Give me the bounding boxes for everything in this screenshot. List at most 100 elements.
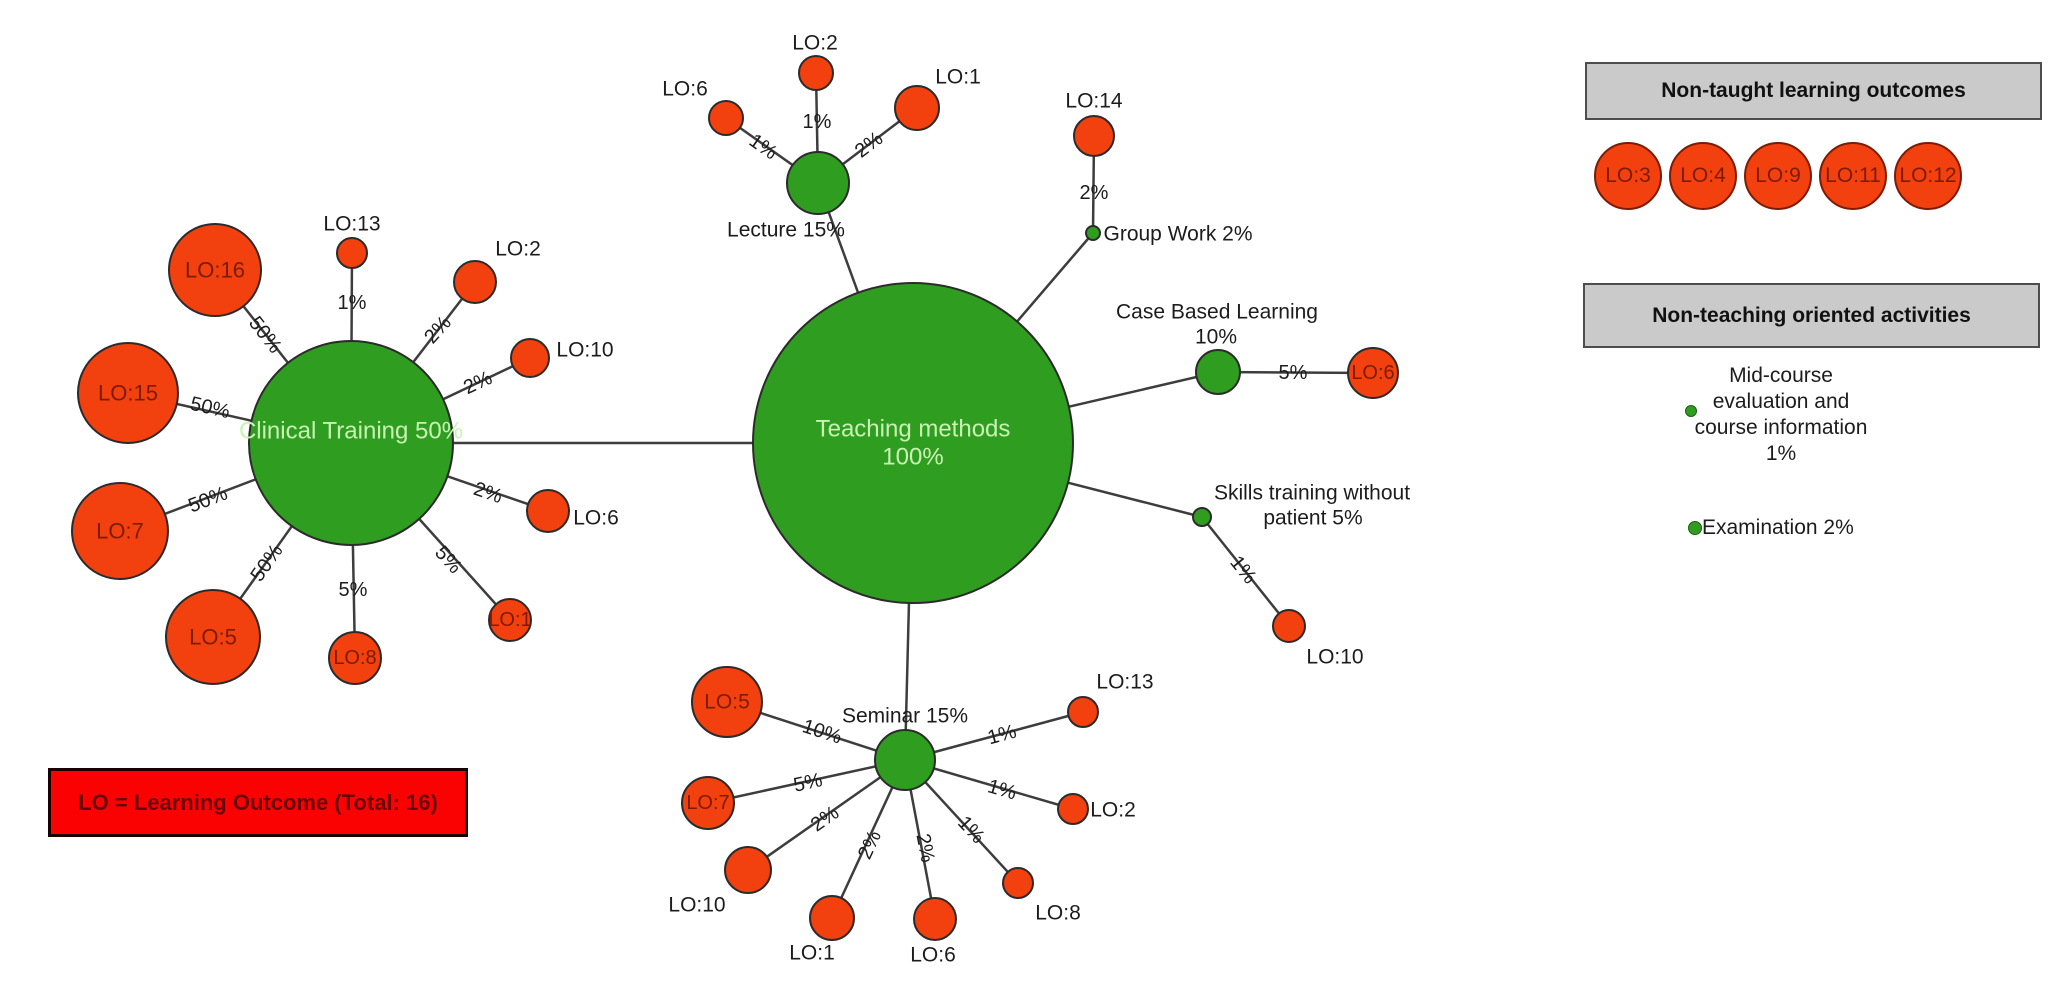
node-clinical-lo15 (77, 342, 179, 444)
clinical-lo2-label: LO:2 (495, 238, 541, 261)
node-seminar (874, 729, 936, 791)
node-skills-lo10 (1272, 609, 1306, 643)
node-label-clinical-lo16: LO:16 (185, 258, 245, 283)
non-taught-lo-circle: LO:4 (1669, 142, 1737, 210)
clinical-lo13-label: LO:13 (323, 213, 380, 236)
edge-label-clinical-lo13: 1% (338, 292, 367, 314)
clinical-lo6-label: LO:6 (573, 507, 619, 530)
edge-seminar-lo10 (747, 758, 906, 872)
lecture-lo6-label: LO:6 (662, 78, 708, 101)
node-label-clinical-lo15: LO:15 (98, 381, 158, 406)
node-teaching-methods (752, 282, 1074, 604)
non-taught-outcomes-row: LO:3 LO:4 LO:9 LO:11 LO:12 (1594, 142, 1962, 210)
node-clinical-lo8 (328, 631, 382, 685)
node-label-clinical-lo5: LO:5 (189, 625, 237, 650)
node-skills-training-dot (1192, 507, 1212, 527)
lecture-title: Lecture 15% (727, 219, 845, 242)
cbl-title-line1: Case Based Learning (1116, 301, 1318, 324)
edge-label-groupwork-lo14: 2% (1080, 182, 1109, 204)
groupwork-title: Group Work 2% (1104, 223, 1253, 246)
edge-label-cbl-lo6: 5% (1279, 362, 1308, 384)
lecture-lo2-label: LO:2 (792, 32, 838, 55)
edge-label-seminar-lo5: 10% (800, 715, 845, 748)
edge-label-clinical-lo5: 50% (247, 540, 288, 586)
lecture-lo1-label: LO:1 (935, 66, 981, 89)
edge-label-clinical-lo6: 2% (471, 478, 506, 508)
node-seminar-lo8 (1002, 867, 1034, 899)
node-clinical-lo7 (71, 482, 169, 580)
node-lecture-lo1 (894, 85, 940, 131)
edge-label-seminar-lo2: 1% (985, 775, 1019, 804)
edge-label-clinical-lo10: 2% (460, 367, 496, 399)
note-box: LO = Learning Outcome (Total: 16) (48, 768, 468, 837)
edge-label-clinical-lo2: 2% (420, 312, 456, 348)
skills-title-line2: patient 5% (1263, 507, 1362, 530)
node-clinical-lo6 (526, 489, 570, 533)
edge-label-seminar-lo7: 5% (792, 769, 825, 797)
edge-label-seminar-lo6: 2% (911, 832, 938, 865)
node-label-teaching-methods: 100% (882, 443, 943, 470)
clinical-lo10-label: LO:10 (556, 339, 613, 362)
legend-header-non-taught: Non-taught learning outcomes (1585, 62, 2042, 120)
node-seminar-lo5 (691, 666, 763, 738)
examination-label: Examination 2% (1702, 516, 1854, 539)
node-lecture (786, 151, 850, 215)
node-clinical-lo5 (165, 589, 261, 685)
node-label-seminar-lo7: LO:7 (686, 792, 729, 814)
node-lecture-lo2 (798, 55, 834, 91)
non-taught-lo-circle: LO:9 (1744, 142, 1812, 210)
edge-seminar-lo7 (707, 758, 906, 805)
non-taught-lo-circle: LO:11 (1819, 142, 1887, 210)
node-label-clinical-training: Clinical Training 50% (239, 418, 463, 445)
node-seminar-lo10 (724, 846, 772, 894)
node-groupwork-lo14 (1073, 115, 1115, 157)
seminar-lo1-label: LO:1 (789, 942, 835, 965)
node-seminar-lo13 (1067, 696, 1099, 728)
mid-course-label: Mid-course evaluation and course informa… (1694, 364, 1868, 465)
edge-label-clinical-lo1: 5% (430, 542, 466, 578)
seminar-lo2-label: LO:2 (1090, 799, 1136, 822)
node-label-seminar-lo5: LO:5 (704, 691, 750, 714)
seminar-lo8-label: LO:8 (1035, 902, 1081, 925)
node-label-teaching-methods: Teaching methods (816, 416, 1011, 443)
examination-dot (1688, 521, 1702, 535)
node-seminar-lo1 (809, 895, 855, 941)
edge-label-clinical-lo8: 5% (339, 579, 368, 601)
edge-label-clinical-lo7: 50% (185, 482, 230, 517)
node-case-based-learning (1195, 349, 1241, 395)
node-clinical-lo13 (336, 237, 368, 269)
seminar-lo10-label: LO:10 (668, 894, 725, 917)
edge-label-clinical-lo15: 50% (188, 393, 232, 423)
node-group-work-dot (1085, 225, 1101, 241)
non-taught-lo-circle: LO:3 (1594, 142, 1662, 210)
node-clinical-lo2 (453, 260, 497, 304)
seminar-title: Seminar 15% (842, 705, 968, 728)
edge-skills-lo10 (1201, 516, 1290, 627)
node-cbl-lo6 (1347, 347, 1399, 399)
edge-label-lecture-lo1: 2% (851, 127, 887, 162)
node-clinical-lo1 (488, 598, 532, 642)
legend-header-non-teaching: Non-teaching oriented activities (1583, 283, 2040, 348)
node-seminar-lo2 (1057, 793, 1089, 825)
node-clinical-lo16 (168, 223, 262, 317)
mid-course-dot (1685, 405, 1697, 417)
node-clinical-lo10 (510, 338, 550, 378)
skills-title-line1: Skills training without (1214, 482, 1410, 505)
groupwork-lo14-label: LO:14 (1065, 90, 1123, 113)
skills-lo10-label: LO:10 (1306, 646, 1363, 669)
seminar-lo13-label: LO:13 (1096, 671, 1153, 694)
node-label-cbl-lo6: LO:6 (1351, 362, 1394, 384)
node-seminar-lo7 (681, 776, 735, 830)
node-label-clinical-lo1: LO:1 (488, 609, 531, 631)
seminar-lo6-label: LO:6 (910, 944, 956, 967)
node-label-clinical-lo8: LO:8 (333, 647, 376, 669)
node-clinical-training (248, 340, 454, 546)
node-seminar-lo6 (913, 897, 957, 941)
cbl-title-line2: 10% (1195, 326, 1237, 349)
node-label-clinical-lo7: LO:7 (96, 519, 144, 544)
non-taught-lo-circle: LO:12 (1894, 142, 1962, 210)
edge-label-lecture-lo2: 1% (803, 111, 832, 133)
edge-label-seminar-lo13: 1% (985, 721, 1019, 750)
